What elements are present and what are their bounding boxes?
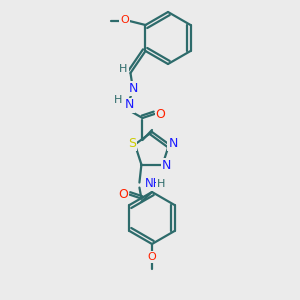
- Text: H: H: [114, 95, 123, 105]
- Text: H: H: [157, 178, 166, 189]
- Text: N: N: [129, 82, 138, 94]
- Text: N: N: [168, 137, 178, 150]
- Text: NH: NH: [145, 177, 162, 190]
- Text: S: S: [128, 137, 136, 150]
- Text: N: N: [125, 98, 134, 112]
- Text: O: O: [118, 188, 128, 201]
- Text: O: O: [148, 252, 156, 262]
- Text: O: O: [155, 107, 165, 121]
- Text: N: N: [162, 159, 171, 172]
- Text: H: H: [119, 64, 128, 74]
- Text: O: O: [120, 15, 129, 25]
